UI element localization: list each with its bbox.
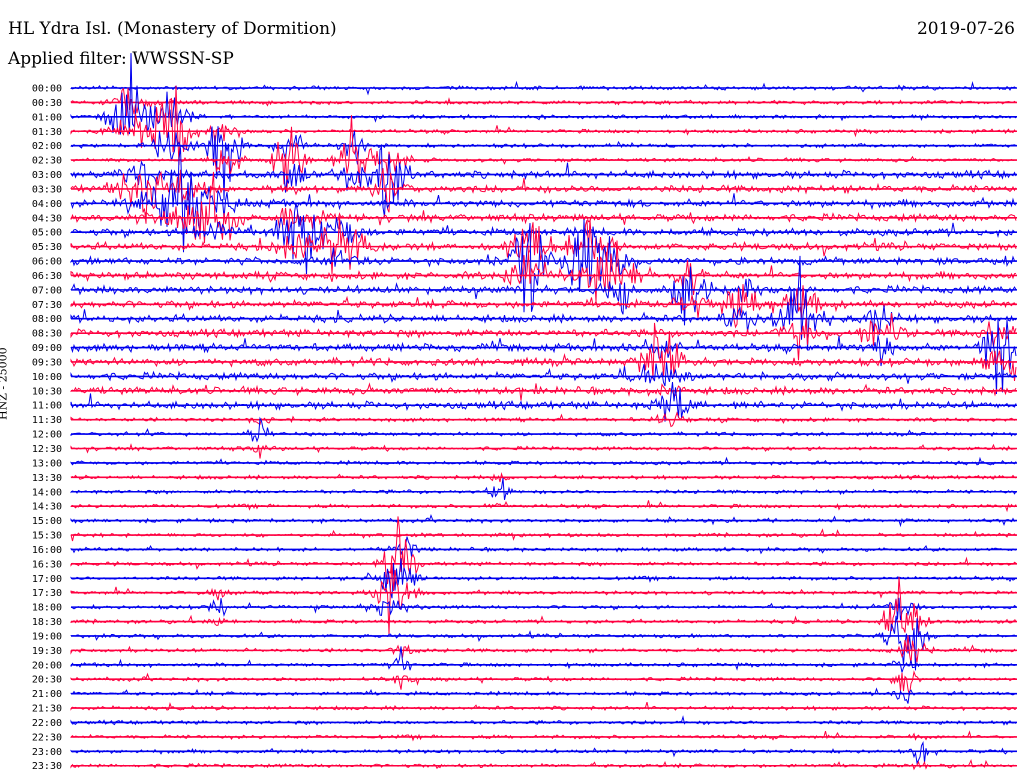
time-label: 04:00 [32,199,62,210]
time-label: 01:30 [32,127,62,138]
trace-line [70,536,1017,557]
time-label: 07:30 [32,300,62,311]
time-label: 17:30 [32,588,62,599]
trace-line [70,382,1017,401]
trace-line [70,615,1017,671]
trace-line [70,701,1017,712]
record-date: 2019-07-26 [916,19,1015,39]
time-label: 22:00 [32,718,62,729]
time-label: 05:00 [32,228,62,239]
time-label: 16:30 [32,559,62,570]
time-label: 06:00 [32,257,62,268]
time-label: 18:30 [32,617,62,628]
time-label: 17:00 [32,574,62,585]
time-label: 21:30 [32,704,62,715]
time-label: 02:00 [32,141,62,152]
time-labels: 00:00 00:30 01:00 01:30 02:00 02:30 03:00 03:30… [32,84,62,773]
time-label: 00:00 [32,84,62,95]
trace-line [70,477,1017,501]
time-label: 02:30 [32,156,62,167]
time-label: 10:00 [32,372,62,383]
trace-line [70,416,1017,443]
time-label: 23:30 [32,761,62,772]
time-label: 04:30 [32,213,62,224]
time-label: 10:30 [32,386,62,397]
time-label: 12:30 [32,444,62,455]
time-label: 14:00 [32,487,62,498]
trace-line [70,635,1017,664]
time-label: 03:00 [32,170,62,181]
time-label: 19:00 [32,631,62,642]
time-label: 11:00 [32,401,62,412]
station-title: HL Ydra Isl. (Monastery of Dormition) [8,19,337,39]
time-label: 00:30 [32,98,62,109]
trace-line [70,382,1017,422]
time-label: 09:30 [32,357,62,368]
time-label: 15:30 [32,531,62,542]
time-label: 18:00 [32,603,62,614]
trace-group [70,53,1017,771]
trace-line [70,171,1017,244]
time-label: 11:30 [32,415,62,426]
trace-line [70,266,1017,326]
trace-line [70,443,1017,459]
time-label: 14:30 [32,502,62,513]
time-label: 09:00 [32,343,62,354]
time-label: 23:00 [32,747,62,758]
time-label: 15:00 [32,516,62,527]
time-label: 13:00 [32,458,62,469]
trace-line [70,597,1017,621]
applied-filter: Applied filter: WWSSN-SP [8,49,234,69]
time-label: 22:30 [32,732,62,743]
time-label: 01:00 [32,112,62,123]
trace-line [70,456,1017,466]
time-label: 03:30 [32,184,62,195]
trace-line [70,730,1017,742]
time-label: 21:00 [32,689,62,700]
trace-line [70,216,1017,275]
time-label: 08:30 [32,329,62,340]
time-label: 05:30 [32,242,62,253]
trace-line [70,758,1017,771]
time-label: 06:30 [32,271,62,282]
trace-line [70,126,1017,201]
trace-line [70,715,1017,726]
time-label: 07:00 [32,285,62,296]
time-label: 16:00 [32,545,62,556]
trace-line [70,670,1017,696]
time-label: 20:30 [32,675,62,686]
time-label: 12:00 [32,430,62,441]
trace-line [70,362,1017,387]
time-label: 20:00 [32,660,62,671]
time-label: 19:30 [32,646,62,657]
time-label: 08:00 [32,314,62,325]
trace-line [70,147,1017,253]
trace-line [70,687,1017,704]
trace-line [70,564,1017,635]
trace-line [70,741,1017,765]
trace-line [70,53,1017,136]
time-label: 13:30 [32,473,62,484]
